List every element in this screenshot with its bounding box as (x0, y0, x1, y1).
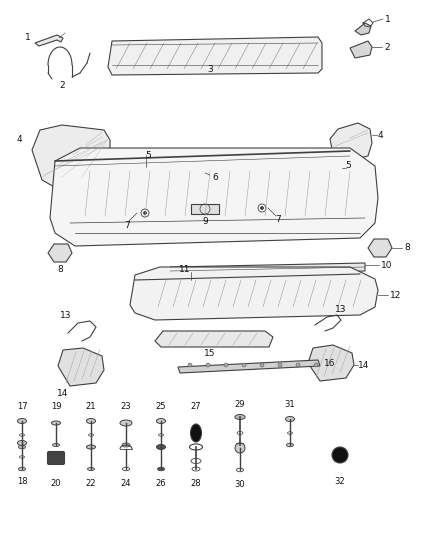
Text: 13: 13 (335, 304, 347, 313)
Ellipse shape (88, 445, 95, 449)
Text: 10: 10 (381, 261, 392, 270)
Ellipse shape (18, 445, 25, 449)
Text: 2: 2 (384, 43, 390, 52)
Ellipse shape (120, 420, 132, 426)
Text: 1: 1 (385, 14, 391, 23)
Polygon shape (330, 123, 372, 161)
Text: 25: 25 (156, 402, 166, 411)
Ellipse shape (86, 445, 95, 449)
Ellipse shape (88, 467, 95, 471)
Polygon shape (48, 244, 72, 262)
Text: 7: 7 (124, 221, 130, 230)
Ellipse shape (86, 418, 95, 424)
Ellipse shape (122, 443, 130, 447)
Text: 3: 3 (207, 64, 213, 74)
Circle shape (242, 363, 246, 367)
Circle shape (332, 447, 348, 463)
Text: 8: 8 (57, 265, 63, 274)
Text: 15: 15 (204, 349, 216, 358)
Ellipse shape (286, 443, 293, 447)
Text: 26: 26 (155, 479, 166, 488)
Text: 5: 5 (145, 150, 151, 159)
Polygon shape (170, 263, 365, 275)
Circle shape (296, 363, 300, 367)
Circle shape (314, 363, 318, 367)
Polygon shape (350, 41, 372, 58)
FancyBboxPatch shape (47, 451, 64, 464)
Ellipse shape (18, 418, 27, 424)
Text: 16: 16 (324, 359, 336, 368)
Polygon shape (355, 23, 371, 35)
Polygon shape (35, 35, 63, 46)
Text: 18: 18 (17, 477, 27, 486)
Ellipse shape (52, 421, 60, 425)
Circle shape (260, 363, 264, 367)
Circle shape (235, 443, 245, 453)
Text: 11: 11 (179, 265, 191, 274)
Circle shape (278, 363, 282, 367)
Text: 4: 4 (378, 131, 384, 140)
Ellipse shape (286, 416, 294, 422)
Polygon shape (108, 37, 322, 75)
Polygon shape (178, 360, 320, 373)
Ellipse shape (158, 467, 165, 471)
Circle shape (206, 363, 210, 367)
Ellipse shape (18, 440, 27, 446)
Ellipse shape (18, 467, 25, 471)
Circle shape (261, 206, 264, 209)
Polygon shape (183, 280, 199, 290)
Ellipse shape (156, 418, 166, 424)
Text: 5: 5 (345, 160, 351, 169)
Polygon shape (130, 267, 378, 320)
Ellipse shape (235, 415, 245, 419)
Polygon shape (155, 331, 273, 347)
Text: 27: 27 (191, 402, 201, 411)
Text: 30: 30 (235, 480, 245, 489)
Text: 20: 20 (51, 479, 61, 488)
Text: 12: 12 (390, 290, 401, 300)
Polygon shape (138, 161, 163, 173)
Ellipse shape (53, 443, 60, 447)
Text: 21: 21 (86, 402, 96, 411)
Text: 28: 28 (191, 479, 201, 488)
Text: 6: 6 (212, 174, 218, 182)
Text: 14: 14 (57, 390, 69, 399)
Text: 9: 9 (202, 217, 208, 227)
Text: 32: 32 (335, 477, 345, 486)
Text: 2: 2 (59, 80, 65, 90)
Text: 24: 24 (121, 479, 131, 488)
Text: 13: 13 (60, 311, 72, 319)
Polygon shape (32, 125, 110, 197)
Text: 7: 7 (275, 215, 281, 224)
Text: 17: 17 (17, 402, 27, 411)
Text: 8: 8 (404, 244, 410, 253)
Circle shape (144, 212, 146, 214)
Polygon shape (58, 348, 104, 386)
Ellipse shape (191, 424, 201, 442)
Text: 14: 14 (358, 360, 369, 369)
Text: 23: 23 (121, 402, 131, 411)
Text: 19: 19 (51, 402, 61, 411)
Polygon shape (308, 345, 354, 381)
Text: 22: 22 (86, 479, 96, 488)
Text: 1: 1 (25, 34, 31, 43)
Ellipse shape (156, 445, 166, 449)
Polygon shape (50, 148, 378, 246)
Polygon shape (191, 204, 219, 214)
Circle shape (188, 363, 192, 367)
Text: 31: 31 (285, 400, 295, 409)
Ellipse shape (158, 445, 165, 449)
Ellipse shape (236, 443, 244, 447)
Polygon shape (368, 239, 392, 257)
Text: 4: 4 (16, 135, 22, 144)
Text: 29: 29 (235, 400, 245, 409)
Circle shape (224, 363, 228, 367)
